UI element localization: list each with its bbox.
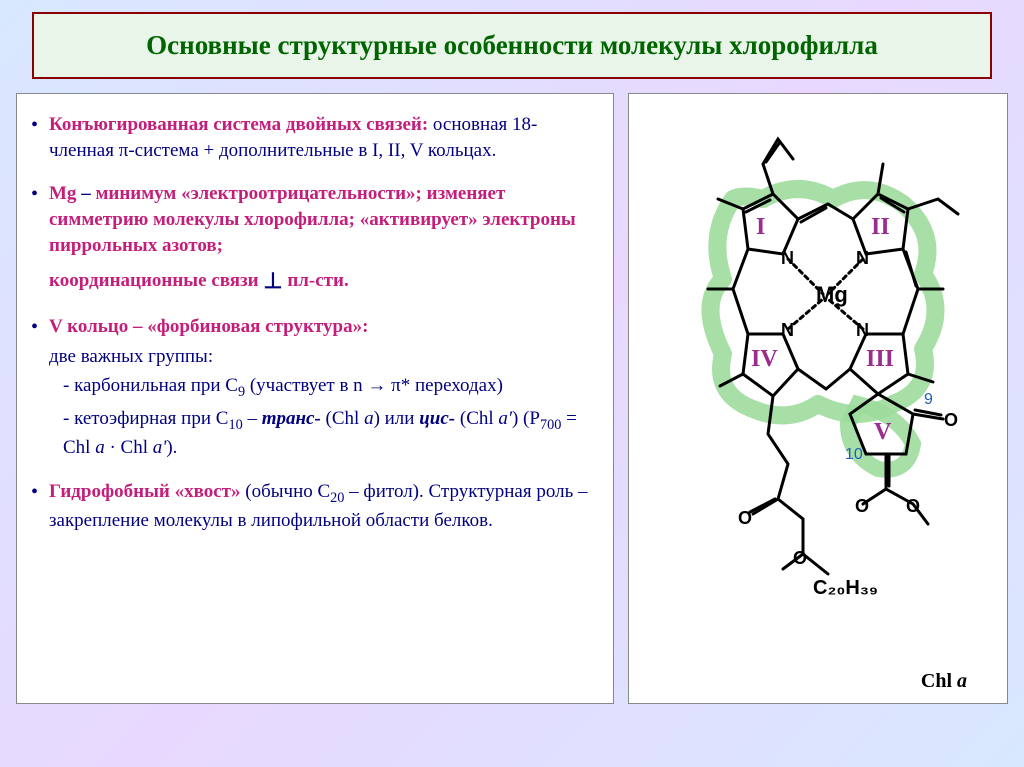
svg-text:N: N (856, 248, 869, 268)
molecule-caption: Chl a (921, 670, 967, 693)
ring-III: III (866, 346, 894, 372)
pos-9: 9 (924, 391, 933, 408)
b4-lead: Гидрофобный «хвост» (49, 481, 241, 502)
ring-II: II (871, 214, 890, 240)
svg-text:O: O (944, 410, 958, 430)
svg-text:O: O (738, 508, 752, 528)
svg-text:N: N (781, 320, 794, 340)
b3-lead: V кольцо – «форбиновая структура»: (49, 316, 368, 337)
b3-l4: - кетоэфирная при C10 – транс- (Chl a) и… (49, 406, 593, 461)
b1-lead: Конъюгированная система двойных связей: (49, 114, 428, 135)
b3-l3: - карбонильная при C9 (участвует в n → π… (49, 373, 593, 402)
svg-text:O: O (906, 496, 920, 516)
bullet-4: Гидрофобный «хвост» (обычно C20 – фитол)… (49, 479, 593, 534)
b4-rest: (обычно C (241, 481, 331, 502)
ring-IV: IV (751, 346, 778, 372)
svg-text:N: N (781, 248, 794, 268)
bullet-1: Конъюгированная система двойных связей: … (49, 112, 593, 163)
mg-label: Mg (816, 282, 848, 307)
page-title: Основные структурные особенности молекул… (54, 30, 970, 61)
chlorophyll-structure-icon: Mg N N N N O O O O O C₂₀H₃₉ I II III IV … (638, 104, 998, 664)
b2-dash: – (76, 183, 95, 204)
bullet-2: Mg – минимум «электроотрицательности»; и… (49, 181, 593, 296)
svg-text:N: N (856, 320, 869, 340)
b2-l2a: координационные связи (49, 270, 263, 291)
bullet-3: V кольцо – «форбиновая структура»: две в… (49, 314, 593, 461)
svg-text:O: O (855, 496, 869, 516)
b2-p1: минимум «электроотрицательности»; изменя… (49, 183, 576, 255)
tail-label: C₂₀H₃₉ (813, 577, 878, 599)
perp-icon: ⊥ (263, 268, 282, 293)
title-box: Основные структурные особенности молекул… (32, 12, 992, 79)
text-panel: Конъюгированная система двойных связей: … (16, 93, 614, 704)
b3-l2: две важных группы: (49, 344, 593, 370)
ring-V: V (874, 419, 892, 445)
pos-10: 10 (845, 446, 863, 463)
bullet-list: Конъюгированная система двойных связей: … (49, 112, 593, 534)
b2-lead: Mg (49, 183, 76, 204)
b2-l2b: пл-сти. (287, 270, 348, 291)
ring-I: I (756, 214, 765, 240)
content-row: Конъюгированная система двойных связей: … (12, 93, 1012, 704)
b2-line2: координационные связи ⊥ пл-сти. (49, 266, 593, 296)
svg-text:O: O (793, 548, 807, 568)
molecule-panel: Mg N N N N O O O O O C₂₀H₃₉ I II III IV … (628, 93, 1008, 704)
